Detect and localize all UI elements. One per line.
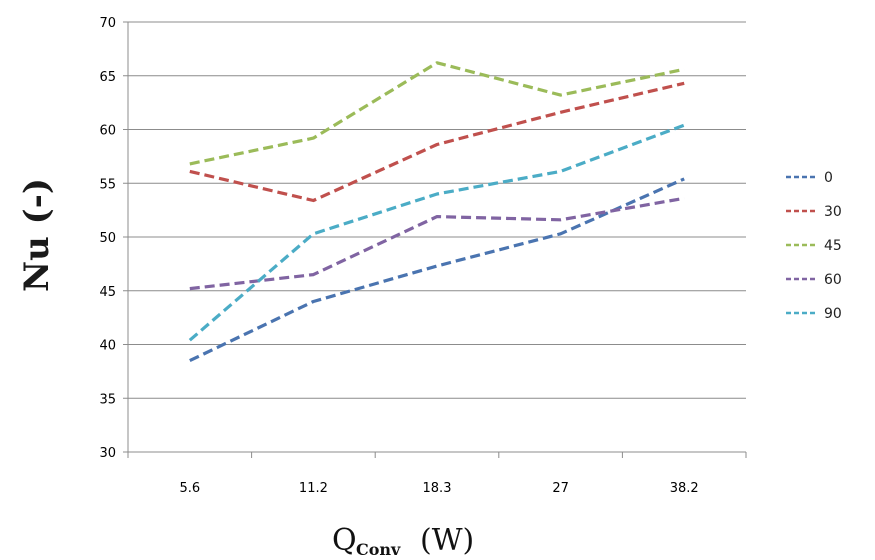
series-line-30 [189,81,685,203]
y-axis-label: Nu (-) [17,178,57,292]
y-tick-label: 30 [99,446,116,461]
legend: 0 30 45 60 90 [786,170,842,322]
y-tick-label: 65 [99,70,116,85]
legend-label: 45 [824,238,842,254]
x-tick-label: 11.2 [299,481,328,496]
series-line-90 [188,123,685,342]
series-line-0 [189,177,685,363]
x-axis-label-unit: (W) [420,523,474,558]
legend-item-90: 90 [786,306,842,322]
y-tick-label: 35 [99,392,116,407]
y-tick-label: 55 [99,177,116,192]
axes [123,21,747,458]
y-tick-label: 70 [99,16,116,31]
x-tick-label: 5.6 [179,481,200,496]
legend-label: 0 [824,170,833,186]
series-lines [188,61,685,363]
legend-item-0: 0 [786,170,833,186]
y-tick-label: 45 [99,285,116,300]
gridlines [128,21,746,399]
x-tick-label: 38.2 [670,481,699,496]
legend-label: 90 [824,306,842,322]
x-tick-label: 27 [552,481,569,496]
x-tick-label: 18.3 [423,481,452,496]
y-tick-label: 50 [99,231,116,246]
y-tick-label: 40 [99,339,116,354]
series-line-45 [189,61,685,166]
x-axis-label-sub: Conv [356,540,401,559]
legend-item-60: 60 [786,272,842,288]
y-tick-label: 60 [99,124,116,139]
x-axis-label-main: Q [332,523,357,558]
x-tick-labels: 5.6 11.2 18.3 27 38.2 [179,481,698,496]
legend-label: 30 [824,204,842,220]
y-tick-labels: 30 35 40 45 50 55 60 65 70 [99,16,116,461]
legend-item-45: 45 [786,238,842,254]
legend-label: 60 [824,272,842,288]
series-line-60 [189,196,685,291]
x-axis-label: Q Conv (W) [332,523,474,559]
legend-item-30: 30 [786,204,842,220]
